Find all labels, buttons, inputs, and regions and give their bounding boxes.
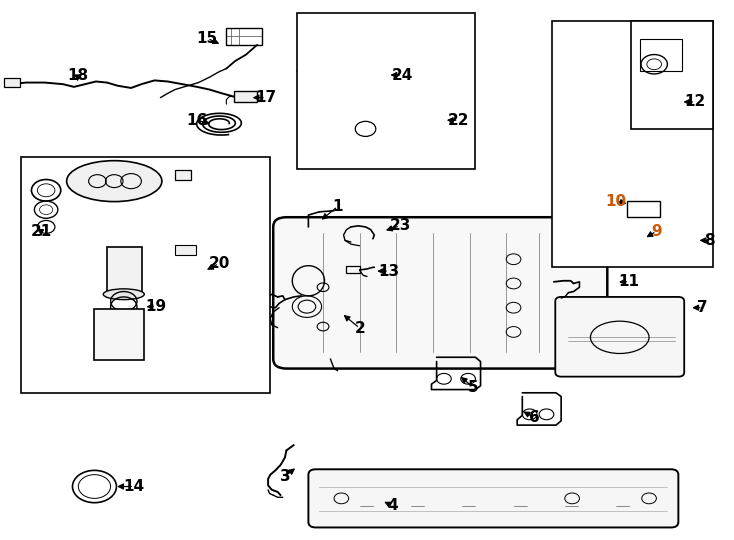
Text: 11: 11: [619, 274, 640, 289]
Bar: [107, 247, 142, 293]
Bar: [552, 21, 713, 267]
Bar: [627, 201, 660, 217]
Text: 8: 8: [705, 233, 715, 248]
FancyBboxPatch shape: [273, 217, 607, 369]
Bar: [175, 170, 191, 179]
Bar: [95, 309, 145, 361]
Text: 15: 15: [197, 31, 218, 46]
Bar: [631, 21, 713, 129]
Text: 7: 7: [697, 300, 708, 315]
Text: 5: 5: [468, 380, 479, 395]
FancyBboxPatch shape: [308, 469, 678, 528]
Bar: [226, 28, 261, 45]
Text: 14: 14: [123, 479, 145, 494]
Ellipse shape: [67, 161, 162, 201]
Text: 6: 6: [528, 410, 539, 425]
Text: 2: 2: [355, 321, 365, 336]
Text: 10: 10: [606, 193, 627, 208]
Bar: [297, 12, 476, 168]
Bar: [4, 78, 21, 87]
Text: 23: 23: [389, 218, 410, 233]
Bar: [233, 91, 257, 102]
Text: 22: 22: [448, 113, 469, 128]
Text: 18: 18: [67, 68, 88, 83]
Text: 21: 21: [30, 224, 51, 239]
Bar: [639, 39, 682, 71]
Bar: [346, 266, 360, 273]
Text: 4: 4: [388, 498, 398, 514]
Bar: [21, 157, 270, 393]
Text: 24: 24: [391, 68, 413, 83]
Text: 20: 20: [208, 256, 230, 271]
Text: 17: 17: [255, 90, 277, 105]
FancyBboxPatch shape: [556, 297, 684, 376]
Ellipse shape: [103, 289, 145, 300]
Text: 16: 16: [186, 113, 208, 128]
Text: 13: 13: [379, 264, 399, 279]
Text: 12: 12: [685, 94, 706, 110]
Text: 9: 9: [651, 224, 661, 239]
Text: 3: 3: [280, 469, 290, 484]
Text: 1: 1: [333, 199, 343, 214]
Text: 19: 19: [145, 299, 167, 314]
Bar: [175, 245, 195, 255]
